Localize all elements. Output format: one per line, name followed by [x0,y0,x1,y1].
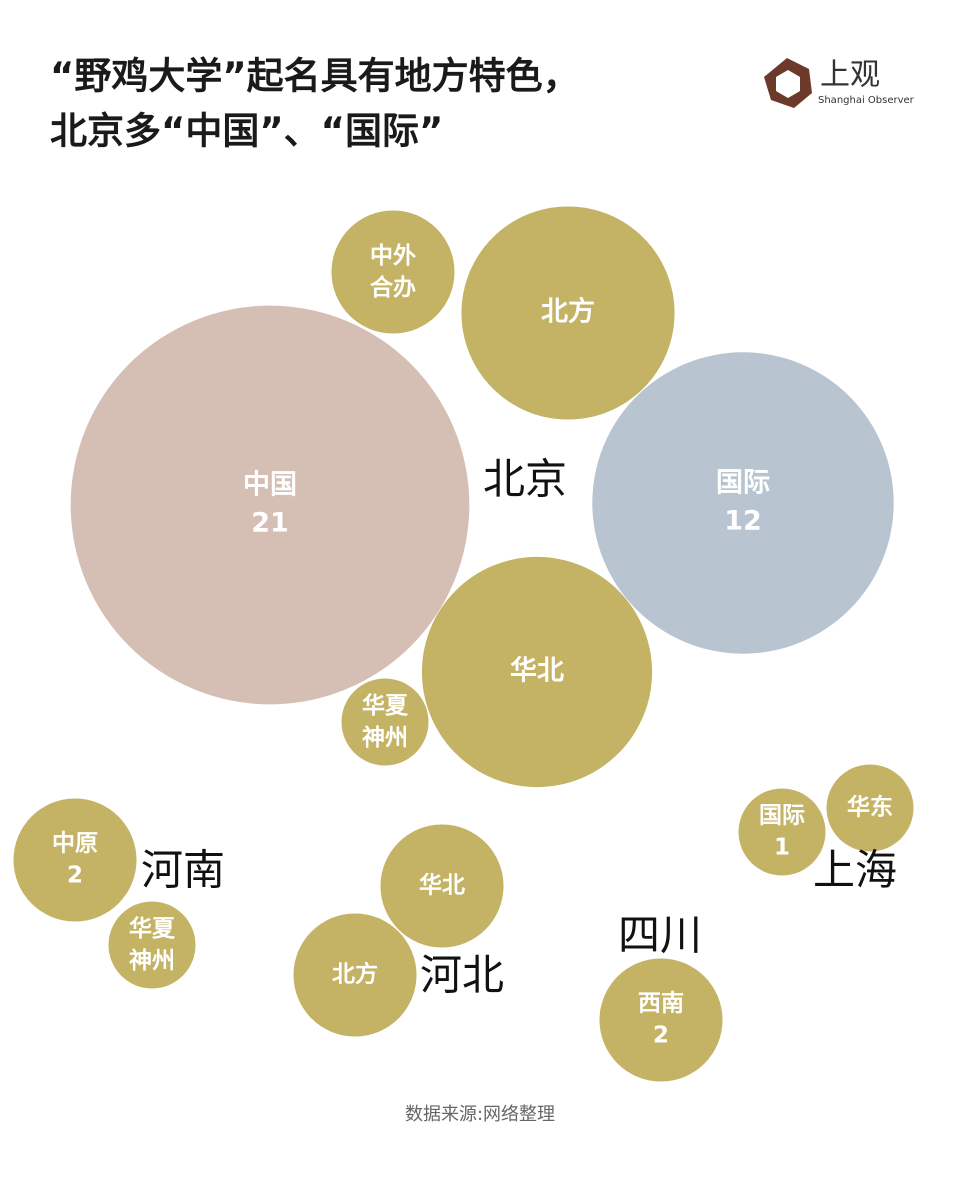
brand-subtitle: Shanghai Observer [818,95,915,106]
value-label: 21 [251,507,289,538]
bubble [421,556,653,788]
group-label: 北京 [483,455,567,504]
value-label: 2 [653,1023,669,1049]
group-label: 四川 [618,911,702,960]
chart-title: “野鸡大学”起名具有地方特色， [50,55,580,98]
bubble [592,352,894,654]
bubble [341,678,429,766]
bubble [461,206,675,420]
group-label: 河南 [141,846,225,895]
bubble-label: 中原 [52,830,98,856]
bubble [331,210,455,334]
value-label: 2 [67,863,83,889]
logo-icon [776,70,800,98]
group-label: 上海 [813,846,897,895]
bubble [826,764,914,852]
bubble [13,798,137,922]
brand-name: 上观 [820,58,880,93]
bubble-label: 华北 [510,655,564,687]
bubble-label: 国际 [759,802,805,828]
value-label: 12 [724,505,762,536]
bubble-label: 西南 [638,990,684,1016]
bubble-label: 华夏神州 [362,691,409,750]
bubble-label: 中国 [243,470,297,501]
bubble [293,913,417,1037]
logo: 上观 Shanghai Observer [764,58,915,108]
bubble-label: 北方 [541,296,595,328]
bubble-label: 华夏神州 [129,914,176,973]
bubble-label: 国际 [716,468,770,499]
value-label: 1 [774,835,790,861]
bubble [380,824,504,948]
bubble [738,788,826,876]
bubble-label: 北方 [332,961,378,988]
bubble [108,901,196,989]
chart-title: 北京多“中国”、“国际” [50,110,443,153]
bubble [599,958,723,1082]
bubble-label: 华北 [419,872,465,899]
bubble-label: 中外合办 [370,241,416,300]
source: 数据来源:网络整理 [405,1104,555,1125]
bubble-label: 华东 [847,794,893,821]
group-label: 河北 [420,951,504,1000]
bubble [70,305,470,705]
